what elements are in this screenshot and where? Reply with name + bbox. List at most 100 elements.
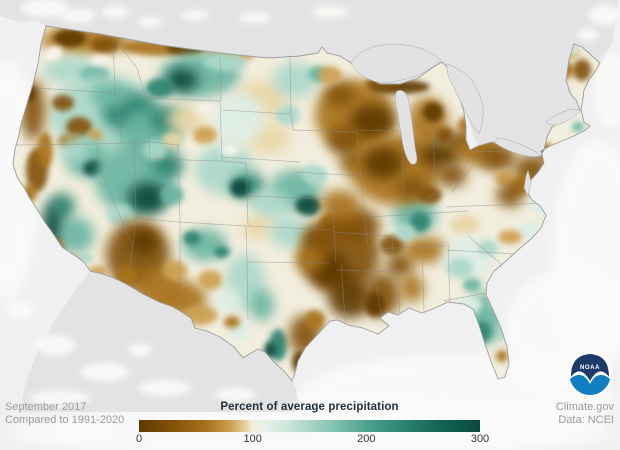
source-caption: Climate.gov Data: NCEI xyxy=(556,401,614,427)
state-border-line xyxy=(397,271,401,317)
state-border-line xyxy=(219,100,223,162)
state-border-line xyxy=(445,202,547,208)
precip-blob xyxy=(400,274,424,302)
noaa-logo-sea xyxy=(570,374,610,395)
precip-blob xyxy=(320,190,360,220)
precip-blob xyxy=(90,83,130,107)
legend-tick-0: 0 xyxy=(135,433,143,445)
terrain-highlight xyxy=(128,344,152,356)
precip-blob xyxy=(107,204,133,226)
precip-blob xyxy=(447,258,473,278)
lake-shape xyxy=(545,108,582,126)
terrain-highlight xyxy=(35,335,75,355)
precip-blob xyxy=(437,163,467,187)
noaa-logo-sky xyxy=(571,354,609,381)
precip-blob xyxy=(90,55,110,65)
terrain-highlight xyxy=(215,388,255,402)
canada-landmass xyxy=(0,0,618,157)
noaa-logo: NOAA xyxy=(569,353,611,395)
state-border-line xyxy=(294,171,363,177)
precip-blob xyxy=(395,224,415,240)
precip-blob xyxy=(193,126,217,144)
terrain-highlight xyxy=(81,363,129,381)
precip-blob xyxy=(328,278,372,318)
great-lakes xyxy=(350,44,582,197)
terrain-highlight xyxy=(181,10,209,20)
state-border-line xyxy=(149,141,179,146)
precip-blob xyxy=(250,289,274,321)
precip-blob xyxy=(167,106,203,134)
state-border-line xyxy=(112,35,116,94)
state-border-line xyxy=(356,131,383,321)
noaa-logo-text: NOAA xyxy=(580,365,600,371)
state-border-line xyxy=(221,156,301,163)
state-border-line xyxy=(467,235,507,269)
state-border-line xyxy=(117,43,150,143)
caption-period: September 2017 xyxy=(5,401,87,413)
state-border-line xyxy=(400,131,405,197)
caption-baseline: Compared to 1991-2020 xyxy=(5,414,125,426)
legend-tick-200: 200 xyxy=(357,433,376,445)
precip-blob xyxy=(495,170,515,186)
precip-blob xyxy=(318,66,342,84)
terrain-highlight xyxy=(594,52,620,128)
state-border-line xyxy=(177,221,247,227)
precip-blob xyxy=(573,59,591,81)
state-border-line xyxy=(15,143,98,146)
state-border-line xyxy=(289,57,294,131)
state-border-line xyxy=(451,164,474,193)
state-border-line xyxy=(331,198,335,232)
terrain-highlight xyxy=(139,380,191,396)
state-border-line xyxy=(132,217,137,248)
precip-blob xyxy=(54,29,86,47)
state-border-line xyxy=(336,269,399,273)
terrain-highlight xyxy=(101,6,129,18)
caption-data-source: Data: NCEI xyxy=(558,414,614,426)
state-border-line xyxy=(367,210,469,218)
caption-site: Climate.gov xyxy=(555,401,614,413)
precip-blob xyxy=(91,37,119,53)
precip-blob xyxy=(463,278,481,292)
state-border-line xyxy=(177,144,181,223)
precip-blob xyxy=(224,316,240,328)
legend-tick-labels: 0 100 200 300 xyxy=(135,433,489,447)
precip-blob xyxy=(498,230,522,244)
state-border-line xyxy=(447,242,451,305)
precip-blob xyxy=(363,147,403,179)
precip-blob xyxy=(270,216,310,248)
state-border-line xyxy=(333,231,393,237)
precip-blob xyxy=(214,288,242,312)
precip-blob xyxy=(52,95,74,111)
precip-blob xyxy=(160,185,184,205)
precip-blob xyxy=(58,217,94,253)
terrain-highlight xyxy=(312,6,348,18)
lake-shape xyxy=(394,90,418,165)
precip-blob xyxy=(296,248,324,272)
state-border-line xyxy=(340,262,347,331)
lake-shape xyxy=(446,63,484,135)
state-border-line xyxy=(114,92,123,144)
legend-colorbar xyxy=(139,420,480,432)
precip-blob xyxy=(450,215,480,235)
precip-blob xyxy=(250,190,290,220)
state-border-line xyxy=(292,129,358,133)
precip-blob xyxy=(87,129,103,141)
precip-blob xyxy=(350,104,394,140)
state-border-line xyxy=(245,162,249,227)
precip-blob xyxy=(365,293,385,317)
precip-blob xyxy=(198,270,222,290)
terrain-highlight xyxy=(138,17,162,27)
precip-blob xyxy=(44,50,60,60)
lake-shape xyxy=(350,44,442,84)
terrain-highlight xyxy=(239,13,271,23)
precip-blob xyxy=(166,68,198,92)
state-border-line xyxy=(446,249,517,255)
precip-blob xyxy=(197,103,213,113)
precip-blob xyxy=(303,165,327,185)
state-border-line xyxy=(221,160,247,164)
precip-blob xyxy=(230,179,250,197)
state-border-line xyxy=(371,245,446,250)
precip-blob xyxy=(380,235,404,255)
state-border-line xyxy=(246,261,249,321)
